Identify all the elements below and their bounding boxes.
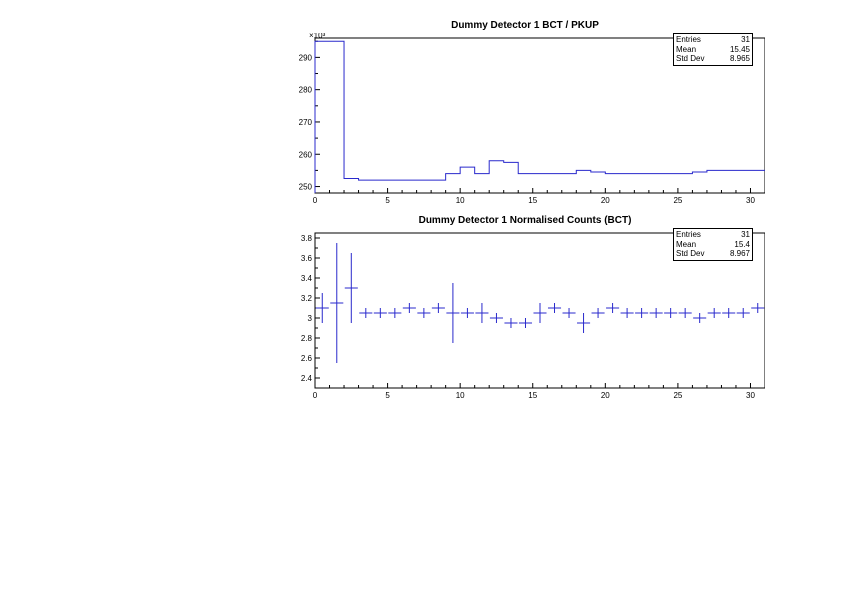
stats-label-entries: Entries	[676, 230, 701, 240]
svg-text:2.8: 2.8	[301, 334, 313, 343]
svg-text:250: 250	[299, 183, 313, 192]
stats-label-entries: Entries	[676, 35, 701, 45]
chart1-stats-box: Entries 31 Mean 15.45 Std Dev 8.965	[673, 33, 753, 66]
chart1-stddev: 8.965	[730, 54, 750, 64]
svg-text:20: 20	[601, 391, 610, 400]
chart2-title: Dummy Detector 1 Normalised Counts (BCT)	[285, 215, 765, 226]
chart2-stddev: 8.967	[730, 249, 750, 259]
svg-text:290: 290	[299, 53, 313, 62]
svg-text:10: 10	[456, 391, 465, 400]
chart1-entries: 31	[741, 35, 750, 45]
svg-text:25: 25	[673, 391, 682, 400]
svg-text:20: 20	[601, 196, 610, 205]
svg-text:2.4: 2.4	[301, 374, 313, 383]
svg-text:5: 5	[385, 196, 390, 205]
svg-text:2.6: 2.6	[301, 354, 313, 363]
svg-text:280: 280	[299, 86, 313, 95]
svg-text:3: 3	[308, 314, 313, 323]
svg-text:30: 30	[746, 391, 755, 400]
chart2-entries: 31	[741, 230, 750, 240]
svg-text:25: 25	[673, 196, 682, 205]
svg-text:260: 260	[299, 150, 313, 159]
stats-label-mean: Mean	[676, 240, 696, 250]
chart2-mean: 15.4	[734, 240, 750, 250]
chart-normalised-counts: Dummy Detector 1 Normalised Counts (BCT)…	[285, 215, 765, 403]
chart-bct-pkup: Dummy Detector 1 BCT / PKUP 0 5 10 15 20 25 30…	[285, 20, 765, 208]
svg-text:30: 30	[746, 196, 755, 205]
svg-text:270: 270	[299, 118, 313, 127]
svg-text:×10³: ×10³	[309, 33, 326, 40]
stats-label-stddev: Std Dev	[676, 54, 704, 64]
svg-text:5: 5	[385, 391, 390, 400]
svg-text:15: 15	[528, 391, 537, 400]
svg-text:3.6: 3.6	[301, 254, 313, 263]
svg-text:15: 15	[528, 196, 537, 205]
svg-text:0: 0	[313, 196, 318, 205]
svg-text:3.4: 3.4	[301, 274, 313, 283]
svg-text:10: 10	[456, 196, 465, 205]
svg-text:3.8: 3.8	[301, 234, 313, 243]
stats-label-mean: Mean	[676, 45, 696, 55]
svg-text:3.2: 3.2	[301, 294, 313, 303]
chart2-stats-box: Entries 31 Mean 15.4 Std Dev 8.967	[673, 228, 753, 261]
chart1-title: Dummy Detector 1 BCT / PKUP	[285, 20, 765, 31]
chart1-mean: 15.45	[730, 45, 750, 55]
svg-text:0: 0	[313, 391, 318, 400]
stats-label-stddev: Std Dev	[676, 249, 704, 259]
